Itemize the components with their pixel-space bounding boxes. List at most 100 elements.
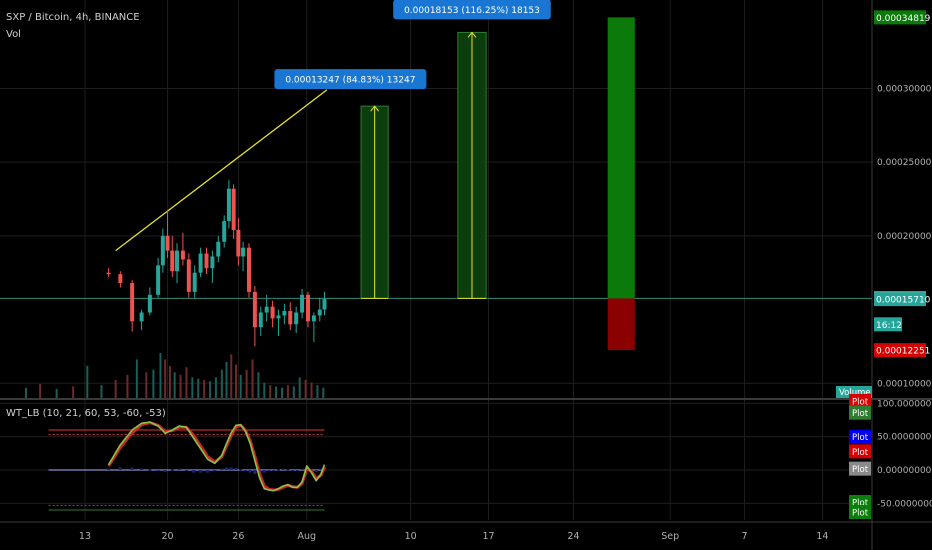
time-tick-label: 7 — [742, 531, 748, 542]
candle-body — [139, 312, 144, 322]
candle-body — [130, 283, 135, 322]
wt-diff-bar — [291, 470, 295, 471]
candle-body — [231, 188, 236, 230]
time-tick-label: Sep — [661, 531, 679, 542]
oscillator-tick-label: 0.00000000 — [877, 466, 932, 476]
wt-diff-bar — [107, 468, 111, 470]
projection-label-box — [393, 0, 551, 20]
time-tick-label: 14 — [816, 531, 828, 542]
wt-diff-bar — [248, 470, 252, 473]
wt-diff-bar — [300, 468, 304, 470]
volume-bar — [86, 365, 89, 398]
projection-label: 0.00018153 (116.25%) 18153 — [404, 6, 540, 16]
plot-badge-text: Plot — [852, 509, 869, 519]
volume-bar — [251, 359, 254, 398]
plot-badge — [849, 444, 871, 459]
candle-body — [311, 315, 316, 322]
volume-bar — [145, 372, 148, 398]
candle-body — [226, 188, 231, 222]
wt-diff-bar — [225, 467, 229, 470]
candle-body — [222, 221, 227, 242]
wt-diff-bar — [281, 468, 285, 470]
volume-bar — [316, 385, 319, 398]
candle-body — [282, 311, 287, 316]
projection-label: 0.00013247 (84.83%) 13247 — [285, 76, 415, 86]
volume-bar — [114, 380, 117, 398]
wt-diff-bar — [262, 470, 266, 473]
candle-body — [147, 294, 152, 313]
price-badge-text: 0.00015710 — [876, 296, 931, 306]
volume-bar — [168, 365, 171, 398]
candle-body — [165, 235, 170, 251]
candle-body — [216, 241, 221, 257]
plot-badge-text: Plot — [852, 499, 869, 509]
volume-bar — [159, 353, 162, 398]
volume-legend: Vol — [6, 29, 21, 40]
volume-bar — [310, 382, 313, 398]
volume-bar — [275, 386, 278, 398]
wt-diff-bar — [229, 467, 233, 470]
volume-bar — [214, 377, 217, 398]
time-tick-label: 24 — [567, 531, 579, 542]
time-tick-label: 20 — [162, 531, 174, 542]
reward-zone — [607, 17, 635, 299]
price-badge-text: 0.00012251 — [876, 347, 930, 357]
volume-bar — [263, 382, 266, 398]
candle-body — [294, 312, 299, 325]
candle-body — [300, 294, 305, 313]
volume-bar — [281, 387, 284, 398]
time-tick-label: 13 — [79, 531, 91, 542]
volume-bar — [322, 387, 325, 398]
candle-layer — [106, 179, 327, 347]
candle-body — [106, 272, 111, 275]
wt-diff-bar — [276, 469, 280, 471]
time-tick-label: 10 — [405, 531, 417, 542]
plot-badge-text: Plot — [852, 448, 869, 458]
candle-body — [204, 253, 209, 269]
volume-badge-text: Volume — [839, 388, 871, 398]
candle-body — [156, 265, 161, 295]
price-tick-label: 0.00025000 — [877, 158, 932, 168]
volume-bar — [286, 385, 289, 398]
wt-diff-bar — [213, 470, 217, 472]
volume-bar — [298, 377, 301, 398]
volume-bar — [239, 374, 242, 398]
volume-bar — [135, 359, 138, 398]
wt-diff-bar — [253, 470, 257, 474]
volume-bar — [304, 380, 307, 398]
wt-diff-bar — [140, 468, 144, 470]
oscillator-layer — [48, 421, 326, 511]
volume-bar — [164, 359, 167, 398]
wt-diff-bar — [319, 468, 323, 470]
wt-diff-bar — [206, 470, 210, 473]
plot-badge — [849, 405, 871, 420]
candle-body — [170, 250, 175, 272]
indicator-legend: WT_LB (10, 21, 60, 53, -60, -53) — [6, 408, 166, 419]
price-badge-text: 16:12 — [876, 321, 902, 331]
wt1-line — [107, 421, 326, 492]
volume-bar — [234, 364, 237, 398]
volume-bar — [245, 369, 248, 398]
wt-diff-bar — [192, 470, 196, 473]
volume-layer — [24, 353, 325, 398]
price-tick-label: 0.00030000 — [877, 84, 932, 94]
wt-diff-bar — [243, 470, 247, 472]
plot-badge-text: Plot — [852, 465, 869, 475]
wt-diff-bar — [272, 470, 276, 471]
wt-diff-bar — [156, 470, 160, 471]
volume-bar — [179, 374, 182, 398]
candle-body — [305, 294, 310, 322]
candle-body — [270, 306, 275, 319]
volume-bar — [24, 387, 27, 398]
wt-diff-bar — [177, 468, 181, 470]
candle-body — [180, 250, 185, 260]
wt-diff-bar — [199, 470, 203, 473]
volume-bar — [220, 369, 223, 398]
candle-body — [192, 272, 197, 292]
volume-bar — [126, 374, 129, 398]
volume-bar — [257, 372, 260, 398]
price-badge — [874, 10, 926, 25]
plot-badge-text: Plot — [852, 398, 869, 408]
